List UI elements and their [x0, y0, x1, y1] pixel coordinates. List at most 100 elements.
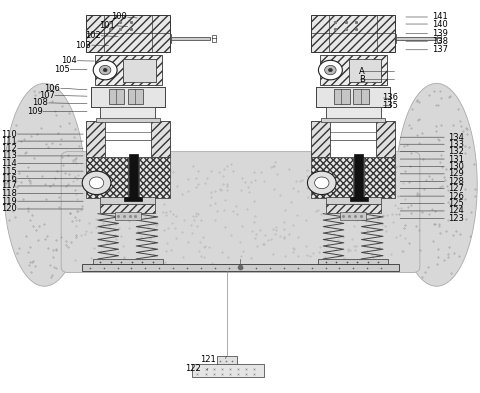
Bar — [353, 89, 368, 104]
Text: A: A — [359, 67, 364, 76]
Text: 119: 119 — [1, 196, 17, 206]
Text: 140: 140 — [431, 20, 446, 29]
Text: 100: 100 — [111, 13, 127, 22]
Circle shape — [103, 68, 107, 72]
Circle shape — [82, 171, 111, 195]
Circle shape — [307, 171, 336, 195]
Bar — [93, 259, 162, 264]
Bar — [100, 107, 155, 119]
Bar — [96, 118, 160, 122]
Circle shape — [314, 177, 328, 189]
Text: 121: 121 — [199, 355, 215, 364]
Bar — [348, 59, 358, 82]
Bar — [325, 197, 380, 204]
Bar — [100, 107, 118, 119]
Bar — [109, 89, 124, 104]
Bar — [311, 158, 353, 198]
Bar — [216, 356, 236, 365]
Bar — [319, 55, 386, 85]
Bar — [394, 37, 435, 40]
Bar — [123, 59, 132, 82]
Bar — [148, 87, 165, 107]
Text: 117: 117 — [1, 182, 17, 191]
Bar — [354, 154, 362, 198]
Text: 131: 131 — [447, 154, 463, 163]
Circle shape — [318, 60, 342, 80]
Circle shape — [93, 60, 117, 80]
Text: 104: 104 — [61, 56, 77, 65]
Bar — [123, 59, 156, 82]
Bar — [100, 204, 155, 213]
Bar — [124, 197, 142, 201]
Bar — [325, 107, 343, 119]
Text: 101: 101 — [99, 21, 115, 30]
Bar — [91, 87, 108, 107]
Bar — [320, 118, 384, 122]
Text: 138: 138 — [431, 37, 447, 46]
Bar — [371, 59, 380, 82]
Bar — [330, 121, 375, 158]
Ellipse shape — [395, 83, 476, 286]
Text: 102: 102 — [85, 31, 101, 40]
Bar — [325, 107, 380, 119]
Text: 120: 120 — [1, 204, 17, 213]
Text: 109: 109 — [27, 107, 42, 116]
Bar — [363, 158, 394, 198]
Text: 139: 139 — [431, 29, 447, 38]
Bar — [339, 212, 365, 220]
Circle shape — [99, 65, 111, 75]
Bar — [372, 87, 389, 107]
Text: 106: 106 — [44, 84, 60, 92]
Text: B: B — [359, 75, 364, 84]
Bar — [169, 37, 210, 40]
Circle shape — [328, 68, 332, 72]
Text: 128: 128 — [447, 177, 463, 186]
Bar — [115, 212, 141, 220]
Text: 118: 118 — [1, 189, 17, 198]
Bar — [315, 87, 389, 107]
Bar — [192, 364, 264, 377]
Bar — [129, 154, 137, 198]
Text: 113: 113 — [1, 151, 17, 160]
Bar — [348, 59, 380, 82]
Bar — [146, 59, 156, 82]
Bar — [138, 158, 169, 198]
Circle shape — [89, 177, 104, 189]
Bar — [349, 197, 367, 201]
Text: 126: 126 — [447, 192, 463, 200]
Text: 129: 129 — [447, 169, 463, 178]
Text: 122: 122 — [185, 364, 201, 373]
Text: 103: 103 — [75, 40, 91, 50]
Bar — [311, 121, 330, 158]
Text: 137: 137 — [431, 45, 447, 54]
Text: 110: 110 — [1, 130, 17, 139]
FancyBboxPatch shape — [61, 152, 419, 273]
Bar — [375, 121, 394, 158]
Text: 107: 107 — [38, 91, 54, 100]
Text: 141: 141 — [431, 13, 446, 22]
Bar — [150, 121, 169, 158]
Text: 132: 132 — [447, 147, 463, 156]
Text: 115: 115 — [1, 167, 17, 176]
Text: 127: 127 — [447, 184, 463, 193]
Text: 135: 135 — [381, 101, 397, 110]
Text: 133: 133 — [447, 140, 464, 149]
Bar — [362, 107, 380, 119]
Text: 114: 114 — [1, 159, 17, 168]
Text: 134: 134 — [447, 133, 463, 142]
Bar — [105, 121, 150, 158]
Bar — [100, 197, 155, 204]
Text: 116: 116 — [1, 174, 17, 183]
Bar — [311, 15, 394, 52]
Bar — [91, 87, 165, 107]
Bar — [169, 34, 171, 43]
Bar — [86, 158, 128, 198]
Bar — [436, 35, 441, 42]
Text: 123: 123 — [447, 214, 463, 223]
Text: 108: 108 — [33, 98, 48, 107]
Text: 112: 112 — [1, 144, 17, 153]
Bar — [137, 107, 155, 119]
Text: 125: 125 — [447, 199, 463, 208]
Bar — [318, 259, 387, 264]
Bar — [86, 15, 169, 52]
